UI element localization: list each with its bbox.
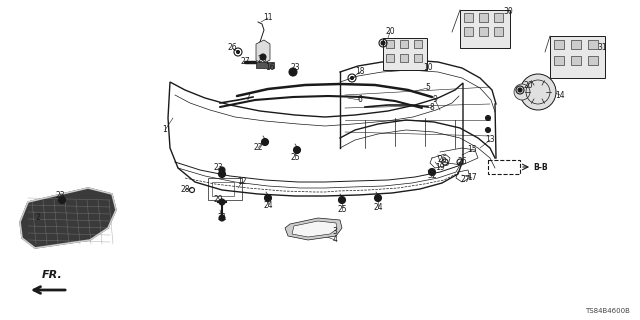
Bar — [479, 27, 488, 36]
Bar — [554, 56, 564, 65]
Bar — [212, 182, 234, 196]
Bar — [383, 38, 427, 70]
Text: 28: 28 — [180, 186, 189, 195]
Circle shape — [262, 139, 269, 146]
Circle shape — [219, 215, 225, 221]
Text: 27: 27 — [240, 58, 250, 67]
Circle shape — [289, 68, 297, 76]
Text: 10: 10 — [423, 63, 433, 73]
Text: 19: 19 — [435, 164, 445, 172]
Circle shape — [339, 196, 346, 204]
Text: 31: 31 — [597, 44, 607, 52]
Text: 30: 30 — [503, 7, 513, 17]
Text: 29: 29 — [213, 196, 223, 204]
Circle shape — [381, 41, 385, 45]
Bar — [550, 36, 605, 78]
Circle shape — [294, 147, 301, 154]
Bar — [588, 56, 598, 65]
Text: 20: 20 — [523, 81, 533, 90]
Bar — [488, 160, 520, 174]
Polygon shape — [256, 40, 270, 64]
Text: 11: 11 — [263, 13, 273, 22]
Polygon shape — [292, 221, 337, 237]
Text: 6: 6 — [358, 95, 362, 105]
Circle shape — [264, 195, 271, 202]
Polygon shape — [20, 188, 116, 248]
Bar — [400, 40, 408, 48]
Text: 24: 24 — [373, 204, 383, 212]
Text: TS84B4600B: TS84B4600B — [585, 308, 630, 314]
Polygon shape — [285, 218, 342, 240]
Bar — [571, 40, 581, 49]
Text: 13: 13 — [485, 135, 495, 145]
Text: FR.: FR. — [42, 270, 62, 280]
Text: 14: 14 — [555, 91, 565, 100]
Bar — [414, 54, 422, 62]
Circle shape — [260, 54, 266, 60]
Text: 26: 26 — [227, 44, 237, 52]
Text: B-B: B-B — [533, 163, 548, 172]
Circle shape — [374, 195, 381, 202]
Text: 2: 2 — [36, 213, 40, 222]
Text: 27: 27 — [460, 175, 470, 185]
Bar — [479, 13, 488, 22]
Text: 7: 7 — [246, 93, 250, 102]
Text: 16: 16 — [265, 63, 275, 73]
Circle shape — [218, 171, 225, 178]
Bar — [460, 10, 510, 48]
Text: 12: 12 — [237, 178, 247, 187]
Text: 22: 22 — [253, 143, 263, 153]
Text: 1: 1 — [163, 125, 168, 134]
Text: 3: 3 — [333, 228, 337, 236]
Text: 25: 25 — [337, 205, 347, 214]
Circle shape — [429, 169, 435, 175]
Circle shape — [518, 88, 522, 92]
Text: 17: 17 — [467, 173, 477, 182]
Text: 5: 5 — [426, 84, 431, 92]
Text: 21: 21 — [217, 213, 227, 222]
Bar — [588, 40, 598, 49]
Bar — [208, 178, 242, 200]
Text: 26: 26 — [437, 156, 447, 164]
Text: 9: 9 — [433, 95, 437, 105]
Bar — [554, 40, 564, 49]
Bar — [256, 62, 274, 68]
Circle shape — [514, 84, 530, 100]
Bar — [494, 13, 503, 22]
Bar — [414, 40, 422, 48]
Text: 26: 26 — [257, 55, 267, 65]
Bar — [464, 27, 473, 36]
Circle shape — [486, 116, 490, 121]
Bar — [386, 40, 394, 48]
Text: 4: 4 — [333, 236, 337, 244]
Text: 32: 32 — [427, 171, 437, 180]
Bar — [400, 54, 408, 62]
Text: 23: 23 — [213, 164, 223, 172]
Bar — [464, 13, 473, 22]
Text: 24: 24 — [263, 201, 273, 210]
Bar — [386, 54, 394, 62]
Circle shape — [486, 127, 490, 132]
Text: 18: 18 — [355, 68, 365, 76]
Text: 15: 15 — [467, 146, 477, 155]
Text: 8: 8 — [429, 103, 435, 113]
Circle shape — [219, 199, 225, 205]
Text: 23: 23 — [290, 63, 300, 73]
Bar — [494, 27, 503, 36]
Bar — [571, 56, 581, 65]
Circle shape — [237, 51, 239, 53]
Circle shape — [520, 74, 556, 110]
Text: 23: 23 — [55, 190, 65, 199]
Text: 20: 20 — [385, 28, 395, 36]
Text: 26: 26 — [457, 157, 467, 166]
Circle shape — [219, 167, 225, 173]
Circle shape — [58, 196, 65, 204]
Text: 25: 25 — [290, 154, 300, 163]
Circle shape — [351, 76, 353, 79]
